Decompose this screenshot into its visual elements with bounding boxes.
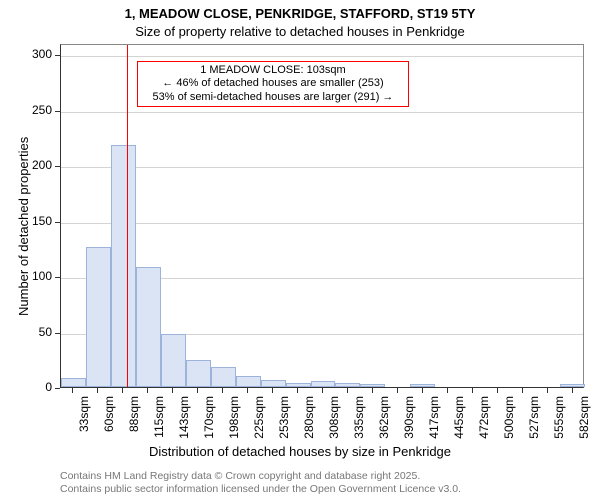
x-tick [522,388,523,393]
y-tick [55,166,60,167]
y-tick [55,388,60,389]
x-tick-label: 500sqm [502,396,516,446]
footer-line-1: Contains HM Land Registry data © Crown c… [60,470,420,483]
x-tick-label: 253sqm [277,396,291,446]
x-tick-label: 362sqm [377,396,391,446]
x-tick-label: 88sqm [127,396,141,446]
gridline [61,167,583,168]
x-tick [72,388,73,393]
x-tick [447,388,448,393]
bar [410,384,435,387]
x-tick [297,388,298,393]
x-tick [222,388,223,393]
x-tick [197,388,198,393]
x-tick-label: 335sqm [352,396,366,446]
y-tick-label: 100 [0,269,52,283]
footer-line-2: Contains public sector information licen… [60,483,461,496]
x-tick-label: 143sqm [177,396,191,446]
annotation-line: ← 46% of detached houses are smaller (25… [142,77,404,90]
x-tick [322,388,323,393]
bar [360,384,385,387]
y-tick [55,111,60,112]
annotation-box: 1 MEADOW CLOSE: 103sqm← 46% of detached … [137,61,409,107]
x-tick-label: 472sqm [477,396,491,446]
x-tick [247,388,248,393]
x-tick-label: 225sqm [252,396,266,446]
x-tick [422,388,423,393]
x-tick [97,388,98,393]
x-tick [572,388,573,393]
y-tick-label: 250 [0,103,52,117]
bar [286,383,311,387]
x-axis-label: Distribution of detached houses by size … [0,444,600,459]
chart-container: 1, MEADOW CLOSE, PENKRIDGE, STAFFORD, ST… [0,0,600,500]
bar [236,376,261,387]
bar [335,383,360,387]
x-tick [547,388,548,393]
x-tick [122,388,123,393]
x-tick-label: 417sqm [427,396,441,446]
title-line-1: 1, MEADOW CLOSE, PENKRIDGE, STAFFORD, ST… [0,6,600,21]
y-tick-label: 300 [0,47,52,61]
bar [311,381,336,387]
x-tick-label: 527sqm [527,396,541,446]
y-tick-label: 200 [0,158,52,172]
x-tick [397,388,398,393]
y-tick [55,333,60,334]
annotation-line: 1 MEADOW CLOSE: 103sqm [142,64,404,77]
y-tick-label: 150 [0,214,52,228]
plot-area: 1 MEADOW CLOSE: 103sqm← 46% of detached … [60,44,584,388]
gridline [61,112,583,113]
x-tick [372,388,373,393]
y-tick-label: 50 [0,325,52,339]
x-tick [347,388,348,393]
x-tick [172,388,173,393]
x-tick [272,388,273,393]
x-tick-label: 445sqm [452,396,466,446]
x-tick-label: 60sqm [102,396,116,446]
y-tick [55,222,60,223]
x-tick-label: 555sqm [552,396,566,446]
x-tick [147,388,148,393]
x-tick-label: 115sqm [152,396,166,446]
x-tick-label: 582sqm [577,396,591,446]
bar [86,247,111,387]
y-tick [55,55,60,56]
marker-line [127,45,128,387]
y-tick [55,277,60,278]
y-tick-label: 0 [0,380,52,394]
x-tick-label: 33sqm [77,396,91,446]
x-tick-label: 308sqm [327,396,341,446]
bar [111,145,136,387]
bar [186,360,211,387]
bar [61,378,86,387]
bar [136,267,161,387]
bar [211,367,236,387]
x-tick [497,388,498,393]
gridline [61,223,583,224]
x-tick-label: 170sqm [202,396,216,446]
bar [560,384,585,387]
bar [261,380,286,387]
x-tick-label: 280sqm [302,396,316,446]
gridline [61,56,583,57]
x-tick-label: 390sqm [402,396,416,446]
annotation-line: 53% of semi-detached houses are larger (… [142,91,404,104]
bar [161,334,186,387]
title-line-2: Size of property relative to detached ho… [0,24,600,39]
x-tick [472,388,473,393]
x-tick-label: 198sqm [227,396,241,446]
